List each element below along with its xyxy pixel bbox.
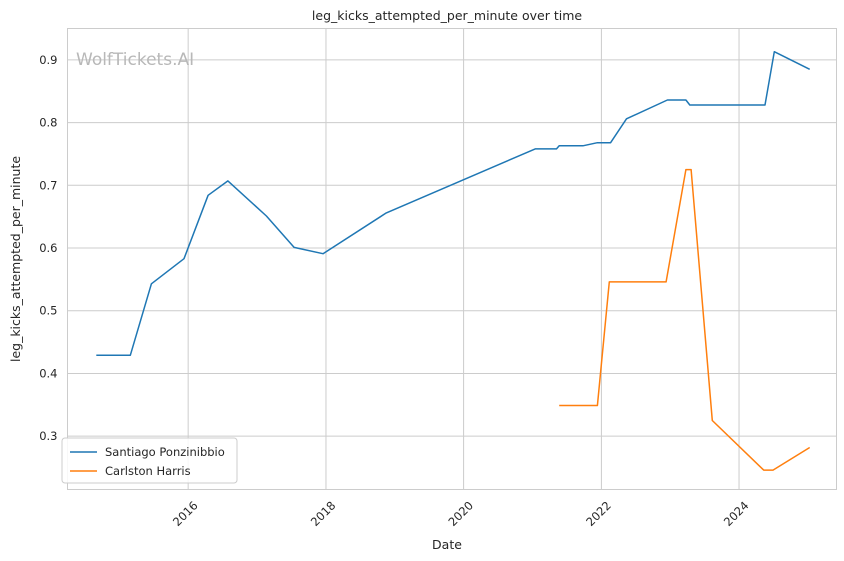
x-axis-ticks: 2016 2018 2020 2022 2024 (170, 498, 751, 529)
series-line-ponzinibbio (96, 50, 811, 357)
y-axis-ticks: 0.3 0.4 0.5 0.6 0.7 0.8 0.9 (39, 53, 57, 443)
x-tick-label: 2018 (308, 498, 339, 529)
watermark: WolfTickets.AI (76, 50, 194, 70)
legend-label-ponzinibbio: Santiago Ponzinibbio (105, 445, 225, 459)
x-tick-label: 2016 (170, 498, 201, 529)
x-tick-label: 2022 (583, 498, 614, 529)
series-layer (96, 50, 811, 471)
y-tick-label: 0.7 (39, 178, 57, 192)
x-axis-title: Date (432, 537, 462, 552)
legend-box (61, 437, 238, 484)
chart-title: leg_kicks_attempted_per_minute over time (312, 8, 582, 23)
legend: Santiago Ponzinibbio Carlston Harris (61, 437, 238, 484)
y-tick-label: 0.6 (39, 241, 57, 255)
y-tick-label: 0.5 (39, 304, 57, 318)
x-tick-label: 2020 (445, 498, 476, 529)
y-tick-label: 0.8 (39, 116, 57, 130)
y-tick-label: 0.3 (39, 429, 57, 443)
y-tick-label: 0.9 (39, 53, 57, 67)
series-line-harris (559, 168, 811, 471)
plot-frame (67, 28, 837, 490)
y-axis-title: leg_kicks_attempted_per_minute (8, 156, 23, 362)
y-tick-label: 0.4 (39, 366, 57, 380)
x-tick-label: 2024 (721, 498, 752, 529)
legend-label-harris: Carlston Harris (105, 464, 191, 478)
